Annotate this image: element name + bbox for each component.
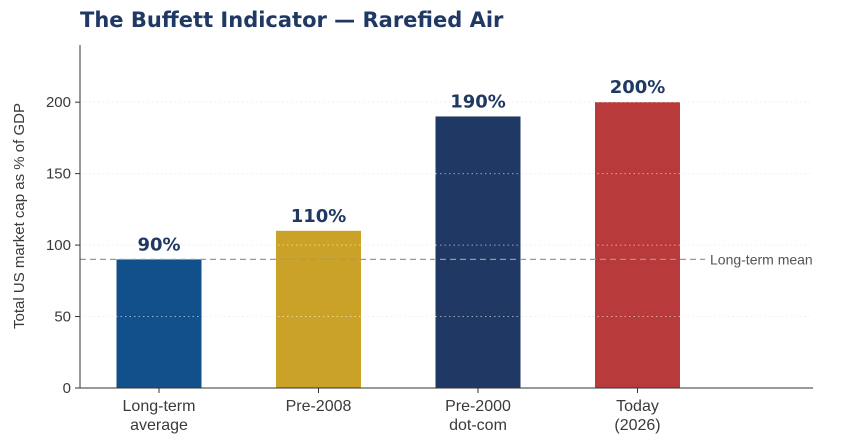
y-axis-label: Total US market cap as % of GDP bbox=[11, 103, 28, 329]
x-tick-label: Pre-2008 bbox=[286, 398, 352, 415]
reference-line-label: Long-term mean bbox=[710, 251, 813, 267]
data-label: 90% bbox=[137, 234, 180, 255]
x-tick-label: dot-com bbox=[449, 417, 507, 434]
bar bbox=[435, 116, 521, 388]
x-tick-label: Pre-2000 bbox=[445, 398, 511, 415]
y-tick-label: 50 bbox=[54, 309, 71, 326]
y-tick-label: 150 bbox=[46, 166, 71, 183]
x-tick-label: (2026) bbox=[614, 417, 660, 434]
data-label: 110% bbox=[291, 206, 347, 227]
x-tick-label: Today bbox=[616, 398, 659, 415]
data-label: 190% bbox=[450, 91, 506, 112]
y-tick-label: 200 bbox=[46, 94, 71, 111]
y-tick-label: 100 bbox=[46, 237, 71, 254]
chart-title: The Buffett Indicator — Rarefied Air bbox=[80, 8, 504, 32]
x-tick-label: average bbox=[130, 417, 188, 434]
axes bbox=[75, 45, 813, 393]
bar bbox=[276, 230, 361, 388]
labels: 0 50 100 150 200 Long-term average Pre-2008 Pre-… bbox=[46, 77, 665, 434]
bars bbox=[80, 101, 813, 389]
bar bbox=[116, 259, 202, 388]
reference-line-group: Long-term mean bbox=[80, 251, 813, 267]
x-tick-label: Long-term bbox=[123, 398, 196, 415]
y-tick-label: 0 bbox=[63, 380, 71, 397]
data-label: 200% bbox=[610, 77, 666, 98]
